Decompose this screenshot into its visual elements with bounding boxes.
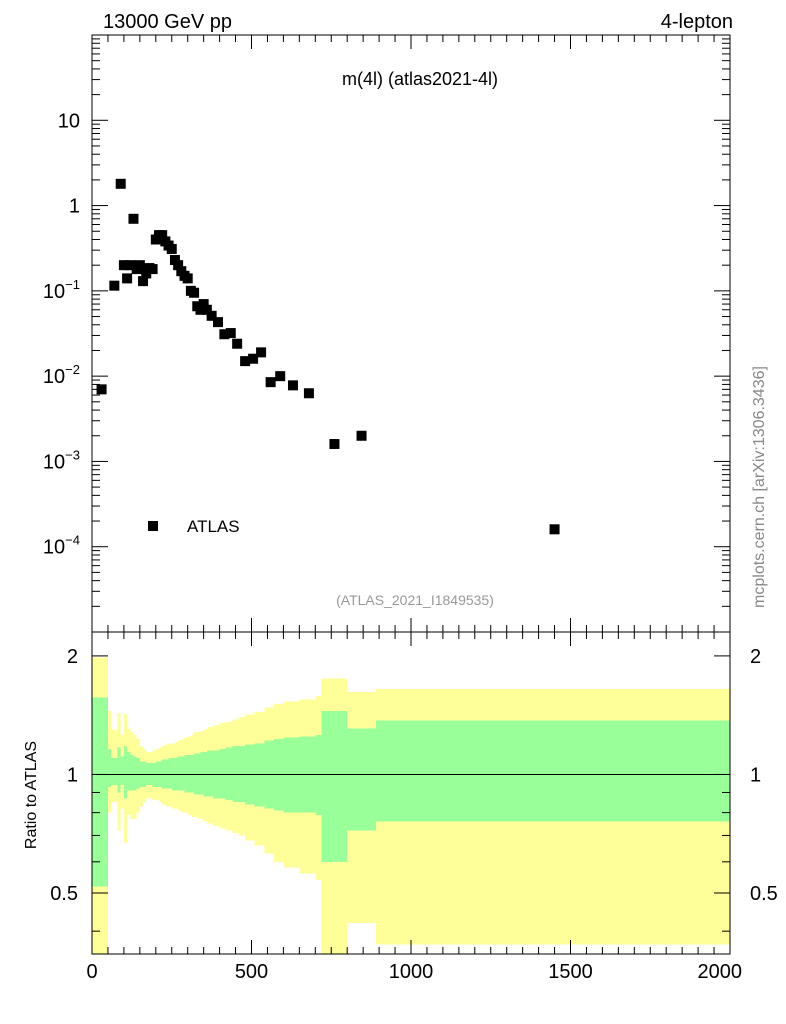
energy-label: 13000 GeV pp (103, 11, 232, 33)
uncertainty-band-bin (181, 756, 185, 791)
data-point (213, 317, 224, 328)
data-point (219, 329, 230, 340)
data-point (96, 384, 107, 395)
ratio-y-tick-label-right: 0.5 (750, 883, 778, 905)
uncertainty-band-bin (111, 758, 118, 786)
x-tick-label: 500 (235, 961, 268, 983)
uncertainty-band-bin (127, 752, 131, 791)
data-point (134, 260, 145, 271)
main-frame (91, 34, 731, 633)
uncertainty-band-bin (375, 720, 730, 822)
ratio-tick-labels: 0.5 0.5 1 1 2 2 0 500 1000 1500 2000 (50, 646, 778, 983)
ratio-y-tick-label-right: 2 (750, 646, 761, 668)
legend-marker (148, 521, 158, 531)
data-point (122, 273, 133, 284)
data-point (206, 310, 217, 321)
uncertainty-band-bin (130, 755, 134, 791)
data-point (275, 371, 286, 382)
data-point (287, 380, 298, 391)
x-tick-label: 0 (86, 961, 97, 983)
side-label: mcplots.cern.ch [arXiv:1306.3436] (751, 366, 768, 608)
data-point (115, 178, 126, 189)
ratio-ticks (91, 632, 731, 954)
analysis-id: (ATLAS_2021_I1849535) (336, 592, 494, 608)
uncertainty-band-bin (225, 747, 233, 801)
uncertainty-band-bin (184, 755, 188, 793)
data-point (549, 524, 560, 535)
y-tick-label: 1 (69, 196, 80, 218)
ratio-panel: 0.5 0.5 1 1 2 2 0 500 1000 1500 2000 Ratio to ATLA… (23, 631, 778, 983)
y-tick-label: 10−1 (43, 277, 80, 303)
ratio-y-tick-label-right: 1 (750, 764, 761, 786)
ratio-y-axis-label: Ratio to ATLAS (23, 741, 40, 849)
y-tick-label: 10−4 (43, 533, 80, 559)
uncertainty-band-bin (190, 755, 195, 793)
y-tick-label: 10 (58, 110, 80, 132)
process-label: 4-lepton (661, 11, 733, 33)
data-point (240, 356, 251, 367)
legend-label: ATLAS (187, 517, 240, 536)
data-point (356, 430, 367, 441)
x-tick-label: 2000 (698, 961, 743, 983)
data-point (329, 439, 340, 450)
data-point (118, 260, 129, 271)
data-point (265, 377, 276, 388)
plot-title: m(4l) (atlas2021-4l) (342, 69, 498, 89)
data-point (248, 353, 259, 364)
data-point (166, 243, 177, 254)
y-tick-label: 10−3 (43, 447, 80, 473)
data-point (256, 347, 267, 358)
data-point (198, 299, 209, 310)
main-y-tick-labels: 10 1 10−1 10−2 10−3 10−4 (43, 110, 80, 558)
data-point (232, 338, 243, 349)
data-point (147, 264, 158, 275)
uncertainty-band-bin (107, 749, 112, 787)
uncertainty-band-bin (283, 737, 300, 813)
ratio-y-tick-label: 2 (67, 646, 78, 668)
data-point (182, 273, 193, 284)
uncertainty-band-bin (92, 697, 108, 887)
uncertainty-band-bin (219, 749, 226, 799)
data-point (189, 287, 200, 298)
uncertainty-band-bin (117, 747, 121, 793)
data-point (109, 280, 120, 291)
data-point (141, 268, 152, 279)
data-point (169, 255, 180, 266)
ratio-y-tick-label: 0.5 (50, 883, 78, 905)
uncertainty-band-bin (120, 756, 124, 786)
main-marks (96, 178, 560, 535)
data-point (157, 230, 168, 241)
uncertainty-band-bin (136, 758, 140, 789)
ratio-bands (92, 657, 730, 954)
uncertainty-band-bin (133, 756, 137, 791)
data-point (138, 276, 149, 287)
uncertainty-band-bin (321, 710, 348, 862)
data-point (173, 260, 184, 271)
uncertainty-band-bin (200, 752, 204, 795)
uncertainty-band-bin (168, 758, 172, 789)
data-point (128, 213, 139, 224)
uncertainty-band-bin (123, 746, 128, 799)
x-tick-label: 1000 (389, 961, 434, 983)
y-tick-label: 10−2 (43, 362, 80, 388)
main-ticks (91, 35, 731, 633)
uncertainty-band-bin (206, 750, 214, 797)
main-panel: 10 1 10−1 10−2 10−3 10−4 m(4l) (atlas2021-4l)… (43, 34, 731, 633)
ratio-y-tick-label: 1 (67, 764, 78, 786)
uncertainty-band-bin (347, 728, 376, 831)
data-point (225, 328, 236, 339)
data-point (195, 304, 206, 315)
uncertainty-band-bin (187, 755, 191, 793)
uncertainty-band-bin (178, 756, 182, 791)
x-tick-label: 1500 (548, 961, 593, 983)
data-point (303, 388, 314, 399)
data-point (125, 260, 136, 271)
data-point (201, 304, 212, 315)
